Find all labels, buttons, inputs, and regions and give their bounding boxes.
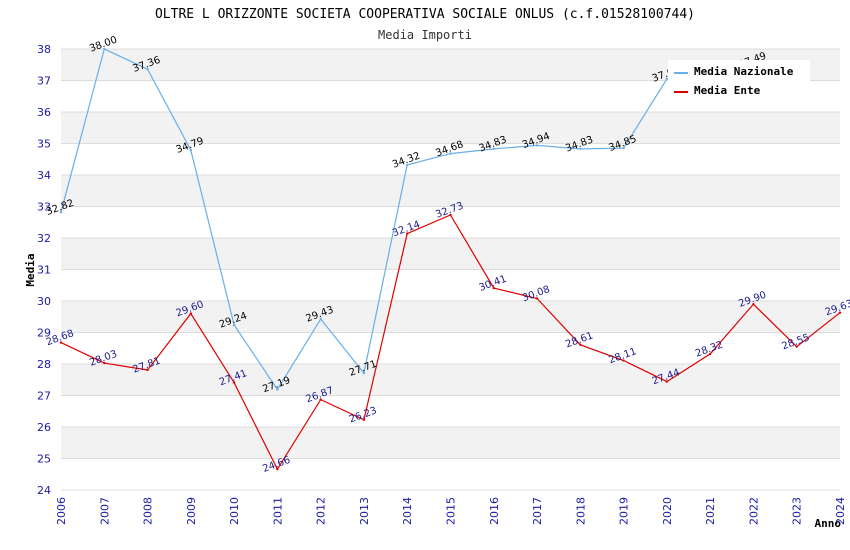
x-tick-label: 2023 <box>791 497 804 525</box>
legend-label-ente: Media Ente <box>694 84 761 97</box>
grid-band <box>61 301 840 333</box>
x-tick-label: 2006 <box>55 497 68 525</box>
data-point <box>232 323 236 327</box>
y-tick-label: 30 <box>37 295 51 308</box>
data-point <box>492 286 495 290</box>
series-lines <box>59 47 842 471</box>
data-point <box>665 380 669 383</box>
y-tick-label: 28 <box>37 358 51 371</box>
x-tick-label: 2012 <box>315 497 328 525</box>
data-point <box>579 343 582 346</box>
data-point <box>232 381 236 384</box>
data-point <box>838 311 842 314</box>
y-tick-label: 35 <box>37 138 51 151</box>
y-tick-label: 33 <box>37 201 51 214</box>
grid-lines <box>61 48 840 491</box>
data-point <box>708 352 712 356</box>
data-label: 28.11 <box>607 346 638 366</box>
data-point <box>492 147 495 151</box>
legend-box <box>668 60 810 102</box>
x-tick-label: 2015 <box>445 497 458 525</box>
data-point <box>795 345 798 348</box>
chart-title: OLTRE L ORIZZONTE SOCIETA COOPERATIVA SO… <box>155 7 695 22</box>
data-point <box>276 388 279 391</box>
data-point <box>103 47 106 51</box>
x-axis-label: Anno <box>815 517 842 530</box>
data-point <box>59 341 63 344</box>
data-label: 28.32 <box>694 340 725 360</box>
x-tick-label: 2009 <box>185 497 198 525</box>
y-tick-label: 34 <box>37 169 51 182</box>
data-point <box>189 148 193 152</box>
data-point <box>665 77 669 81</box>
data-point <box>406 232 409 235</box>
data-point <box>362 418 366 421</box>
legend-label-naz: Media Nazionale <box>694 65 794 78</box>
legend: Media Nazionale Media Ente <box>668 60 810 102</box>
grid-band <box>61 238 840 270</box>
x-tick-label: 2020 <box>661 497 674 525</box>
grid-bands <box>61 49 840 459</box>
x-tick-label: 2016 <box>488 497 501 525</box>
data-point <box>406 163 409 167</box>
y-tick-label: 38 <box>37 43 51 56</box>
x-tick-label: 2010 <box>228 497 241 525</box>
y-tick-label: 31 <box>37 264 51 277</box>
data-point <box>103 361 106 365</box>
data-point <box>319 398 322 401</box>
y-tick-label: 36 <box>37 106 51 119</box>
data-point <box>535 297 539 300</box>
x-tick-label: 2013 <box>358 497 371 525</box>
data-point <box>146 368 149 372</box>
data-point <box>622 147 625 150</box>
data-point <box>449 152 452 155</box>
grid-band <box>61 175 840 207</box>
data-label: 28.61 <box>564 330 595 350</box>
y-tick-label: 27 <box>37 390 51 403</box>
grid-band <box>61 427 840 459</box>
y-tick-label: 26 <box>37 421 51 434</box>
series-line-media-nazionale <box>60 48 754 391</box>
grid-band <box>61 112 840 144</box>
x-tick-label: 2017 <box>531 497 544 525</box>
y-tick-label: 37 <box>37 75 51 88</box>
y-tick-label: 29 <box>37 327 51 340</box>
data-point <box>189 312 193 315</box>
data-point <box>622 359 625 362</box>
y-tick-label: 32 <box>37 232 51 245</box>
data-point <box>362 371 366 375</box>
chart-subtitle: Media Importi <box>378 28 472 42</box>
data-point <box>752 302 755 306</box>
y-tick-label: 24 <box>37 484 51 497</box>
data-label: 26.23 <box>348 405 379 425</box>
data-point <box>535 144 539 147</box>
x-tick-label: 2008 <box>142 497 155 525</box>
x-tick-label: 2007 <box>98 497 111 525</box>
x-tick-label: 2022 <box>747 497 760 525</box>
grid-band <box>61 364 840 396</box>
x-axis-ticks: 2006 2007 2008 2009 2010 2011 2012 2013 2014 2015… <box>55 497 847 525</box>
data-point <box>59 210 63 214</box>
data-point <box>146 67 149 71</box>
data-point <box>319 317 322 321</box>
y-tick-label: 25 <box>37 453 51 466</box>
data-point <box>579 147 582 151</box>
y-axis-ticks: 24 25 26 27 28 29 30 31 32 33 34 35 36 37 38 <box>37 43 51 497</box>
x-tick-label: 2014 <box>401 497 414 525</box>
x-tick-label: 2018 <box>574 497 587 525</box>
data-point <box>449 213 452 217</box>
x-tick-label: 2019 <box>618 497 631 525</box>
x-tick-label: 2011 <box>271 497 284 525</box>
x-tick-label: 2021 <box>704 497 717 525</box>
x-tick-label: 2024 <box>834 497 847 525</box>
data-point <box>276 468 279 471</box>
y-axis-label: Media <box>24 253 37 286</box>
